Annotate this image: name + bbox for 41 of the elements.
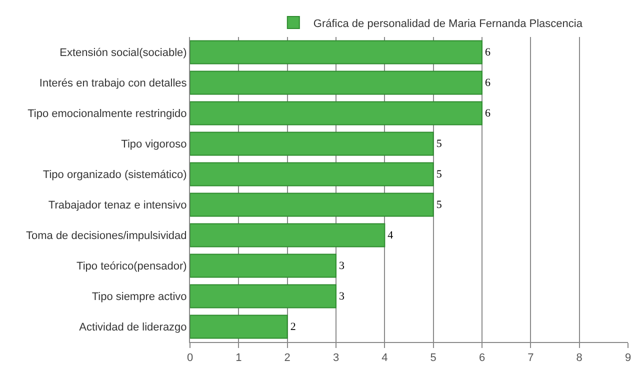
x-tick-label: 4 bbox=[382, 352, 388, 364]
y-tick-label: Tipo vigoroso bbox=[121, 138, 187, 151]
bar bbox=[190, 192, 434, 217]
x-tick-label: 1 bbox=[236, 352, 242, 364]
data-label: 3 bbox=[339, 290, 345, 302]
x-tick-label: 8 bbox=[576, 352, 582, 364]
x-tick-label: 6 bbox=[478, 352, 486, 364]
x-tick-label: 9 bbox=[624, 352, 632, 364]
bar bbox=[190, 284, 336, 308]
data-label: 6 bbox=[485, 46, 491, 58]
legend-label: Gráfica de personalidad de Maria Fernanda Plascencia bbox=[313, 18, 584, 30]
y-tick-label: Tipo teórico(pensador) bbox=[76, 260, 187, 273]
y-tick-label: Tipo siempre activo bbox=[92, 291, 187, 304]
y-tick-label: Extensión social(sociable) bbox=[60, 47, 187, 60]
bar bbox=[190, 70, 482, 95]
bar bbox=[190, 162, 434, 186]
y-tick-label: Tipo organizado (sistemático) bbox=[42, 169, 187, 182]
y-tick-label: Trabajador tenaz e intensivo bbox=[48, 200, 187, 212]
data-label: 4 bbox=[388, 229, 394, 242]
data-label: 2 bbox=[290, 320, 296, 333]
data-label: 5 bbox=[436, 198, 442, 211]
data-label: 3 bbox=[339, 260, 345, 272]
x-tick-label: 3 bbox=[332, 352, 340, 364]
x-tick-label: 7 bbox=[528, 352, 534, 364]
bar bbox=[190, 40, 482, 64]
y-tick-label: Interés en trabajo con detalles bbox=[39, 78, 188, 90]
bar bbox=[190, 101, 482, 126]
bar bbox=[190, 132, 434, 156]
y-tick-label: Toma de decisiones/impulsividad bbox=[26, 230, 187, 242]
data-label: 5 bbox=[436, 138, 442, 150]
bar bbox=[190, 223, 386, 248]
data-label: 5 bbox=[436, 168, 442, 180]
y-tick-label: Tipo emocionalmente restringido bbox=[28, 108, 187, 120]
x-tick-label: 0 bbox=[186, 352, 194, 364]
x-tick-label: 2 bbox=[284, 352, 290, 364]
y-tick-label: Actividad de liderazgo bbox=[79, 322, 187, 334]
data-label: 6 bbox=[485, 76, 491, 89]
x-tick-label: 5 bbox=[430, 352, 436, 364]
bar bbox=[190, 254, 336, 278]
data-label: 6 bbox=[485, 107, 491, 120]
bar bbox=[190, 314, 288, 339]
